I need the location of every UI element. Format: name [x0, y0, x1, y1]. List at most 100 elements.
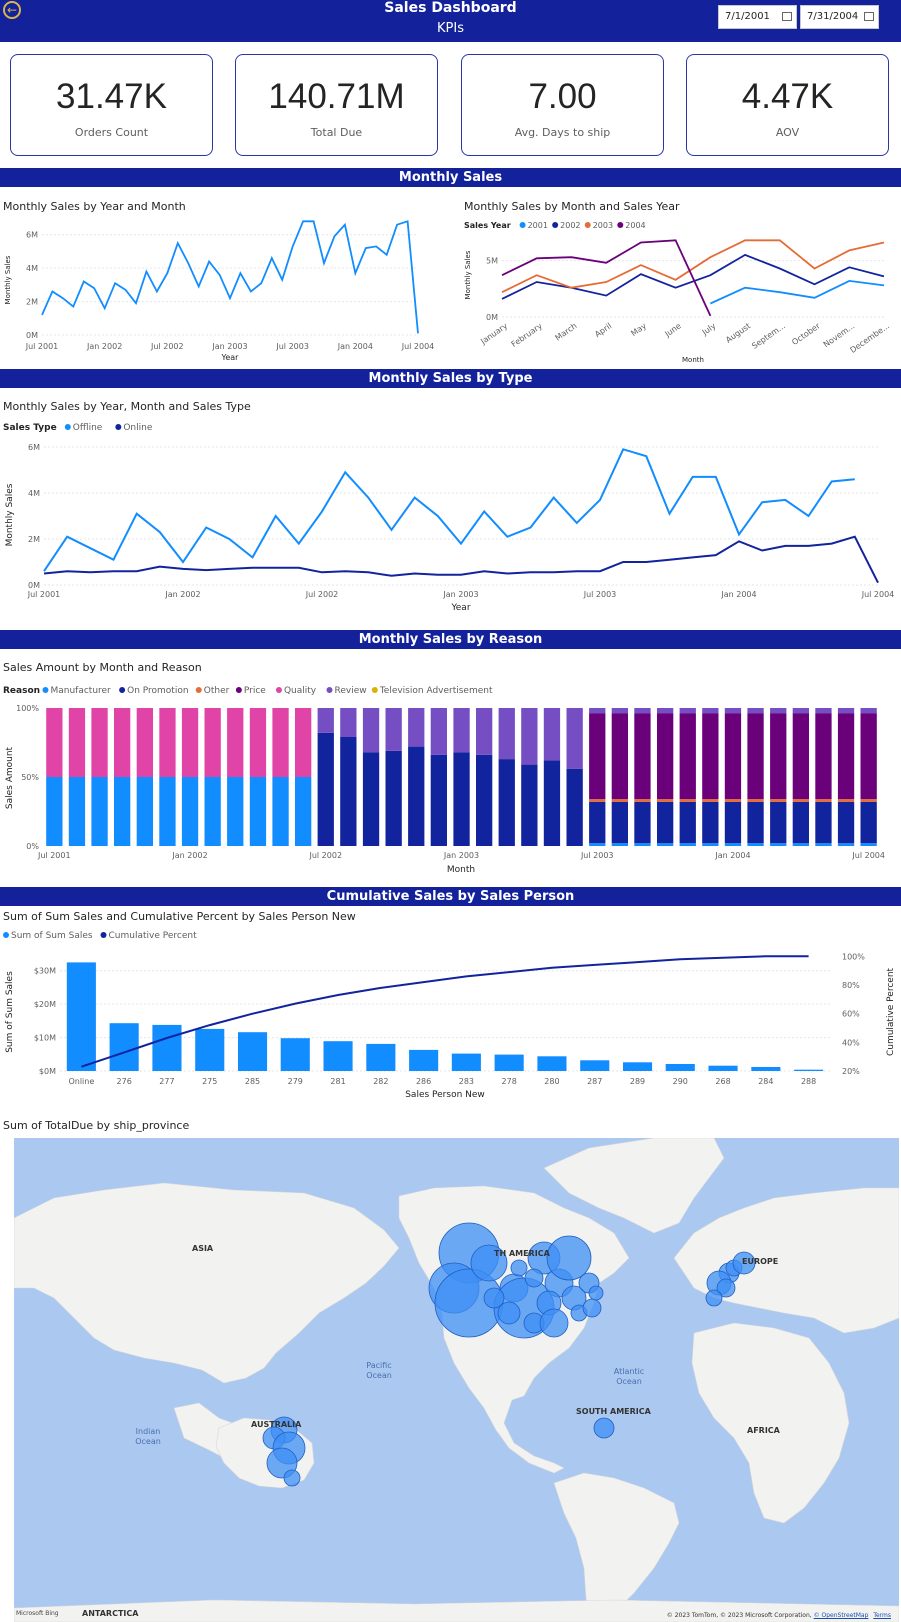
legend-item: Other [204, 686, 230, 696]
line-series-Online [43, 535, 879, 584]
legend-marker [326, 687, 333, 693]
chart-sales-by-type[interactable]: Monthly Sales by Year, Month and Sales T… [0, 395, 901, 627]
bar-segment [227, 777, 244, 846]
map-bubbles [262, 1222, 756, 1487]
page-title: Sales Dashboard [384, 0, 517, 16]
legend-item: Cumulative Percent [109, 931, 198, 941]
bar [366, 1043, 396, 1071]
terms-link[interactable]: Terms [873, 1612, 891, 1619]
x-tick-label: 276 [117, 1077, 132, 1086]
legend-item: 2002 [560, 221, 580, 230]
bar-segment [702, 713, 719, 800]
bar-segment [498, 708, 515, 760]
calendar-icon[interactable] [864, 12, 874, 21]
kpi-card-aov[interactable]: 4.47K AOV [686, 54, 889, 156]
map-title: Sum of TotalDue by ship_province [3, 1119, 190, 1132]
y2-tick-label: 40% [842, 1038, 860, 1047]
bar-segment [860, 801, 877, 844]
bar [323, 1041, 353, 1071]
bar-segment [792, 801, 809, 844]
bar-segment [589, 801, 606, 844]
x-tick-label: June [663, 321, 683, 339]
x-tick-label: Jan 2003 [211, 342, 247, 351]
kpi-card-total-due[interactable]: 140.71M Total Due [235, 54, 438, 156]
chart-sales-by-reason[interactable]: Sales Amount by Month and Reason Reason M… [0, 656, 901, 884]
legend-marker [275, 687, 282, 693]
bubble [483, 1287, 505, 1309]
chart-sales-month-year[interactable]: Monthly Sales by Month and Sales Year Sa… [460, 195, 901, 367]
bar-segment [634, 713, 651, 800]
chart-canvas: Reason Manufacturer On Promotion Other Price… [3, 686, 885, 875]
bar-segment [837, 708, 855, 714]
start-date-input[interactable]: 7/1/2001 [718, 5, 797, 29]
y-tick-label: $30M [34, 967, 56, 976]
legend-item: Quality [284, 686, 317, 696]
y-tick-label: 2M [26, 298, 38, 307]
x-tick-label: February [510, 321, 544, 349]
bar-segment [589, 799, 606, 802]
label-africa: AFRICA [747, 1426, 781, 1435]
bar-segment [430, 754, 447, 846]
label-south-america: SOUTH AMERICA [576, 1407, 652, 1416]
bar-segment [317, 732, 334, 846]
kpi-label: AOV [775, 126, 800, 139]
bar-segment [181, 777, 199, 846]
land-europe [673, 1187, 899, 1334]
bar-segment [204, 777, 221, 846]
y-tick-label: $20M [34, 1000, 56, 1009]
bar-segment [430, 708, 447, 755]
bar-segment [657, 708, 674, 714]
bar-segment [114, 708, 131, 777]
bar-segment [408, 708, 425, 747]
bar-segment [724, 713, 742, 800]
bar-segment [860, 713, 877, 800]
chart-cumulative-sales-person[interactable]: Sum of Sum Sales and Cumulative Percent … [0, 906, 901, 1106]
legend-marker [617, 222, 624, 228]
x-tick-label: Jul 2002 [305, 590, 339, 599]
bar-segment [634, 799, 651, 802]
bar [451, 1053, 481, 1071]
bar [66, 962, 96, 1071]
y-tick-label: 0M [486, 313, 498, 322]
legend-title: Sales Year [464, 221, 511, 230]
bar-segment [521, 764, 538, 846]
bar-segment [657, 843, 674, 846]
kpi-card-avg-days-to-ship[interactable]: 7.00 Avg. Days to ship [461, 54, 664, 156]
x-tick-label: Decembe... [848, 321, 891, 355]
chart-title: Monthly Sales by Month and Sales Year [464, 200, 680, 213]
line-series-2003 [501, 239, 885, 294]
calendar-icon[interactable] [782, 12, 792, 21]
kpi-card-orders-count[interactable]: 31.47K Orders Count [10, 54, 213, 156]
bar [409, 1049, 439, 1071]
bar-segment [792, 708, 809, 714]
x-tick-label: 278 [502, 1077, 517, 1086]
x-tick-label: 284 [758, 1077, 773, 1086]
y-tick-label: 6M [28, 443, 40, 452]
kpi-value: 4.47K [741, 77, 834, 116]
legend-marker [195, 687, 202, 693]
bar-segment [747, 713, 764, 800]
bar-segment [702, 843, 719, 846]
bubble [497, 1301, 521, 1325]
end-date-input[interactable]: 7/31/2004 [800, 5, 879, 29]
x-tick-label: Jul 2003 [583, 590, 617, 599]
bubble [539, 1308, 569, 1338]
chart-sales-year-month[interactable]: Monthly Sales by Year and Month 0M 2M 4M 6M… [0, 195, 450, 367]
map-ship-province[interactable]: ASIA TH AMERICA EUROPE AFRICA SOUTH AMER… [14, 1138, 899, 1622]
bar-segment [770, 713, 787, 800]
end-date-value: 7/31/2004 [807, 11, 859, 22]
x-axis-label: Month [447, 865, 475, 875]
osm-link[interactable]: © OpenStreetMap [813, 1612, 869, 1619]
bar-segment [724, 801, 742, 844]
y-axis-label: Monthly Sales [5, 483, 15, 546]
chart-canvas: 0M 2M 4M 6M Jul 2001 Jan 2002 Jul 2002 Jan 2003… [4, 220, 434, 362]
bar-segment [340, 708, 357, 737]
bar-segment [159, 777, 176, 846]
legend-marker [3, 932, 9, 938]
x-tick-label: Jul 2001 [27, 590, 61, 599]
land-south-america [553, 1472, 680, 1622]
x-tick-label: Jul 2003 [580, 851, 614, 860]
legend-item: Television Advertisement [379, 686, 493, 696]
x-tick-label: 268 [715, 1077, 730, 1086]
back-arrow-icon[interactable]: ← [3, 1, 21, 19]
